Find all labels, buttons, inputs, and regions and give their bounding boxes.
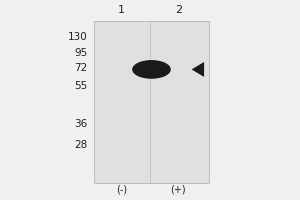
Polygon shape [192, 62, 204, 77]
Text: 2: 2 [175, 5, 182, 15]
Text: (-): (-) [116, 185, 127, 195]
Text: 36: 36 [74, 119, 88, 129]
FancyBboxPatch shape [94, 21, 209, 183]
Text: 55: 55 [74, 81, 88, 91]
Text: (+): (+) [170, 185, 186, 195]
Text: 95: 95 [74, 48, 88, 58]
Text: 130: 130 [68, 32, 88, 42]
Text: 72: 72 [74, 63, 88, 73]
Ellipse shape [132, 60, 171, 79]
Text: 28: 28 [74, 140, 88, 150]
Text: 1: 1 [118, 5, 125, 15]
